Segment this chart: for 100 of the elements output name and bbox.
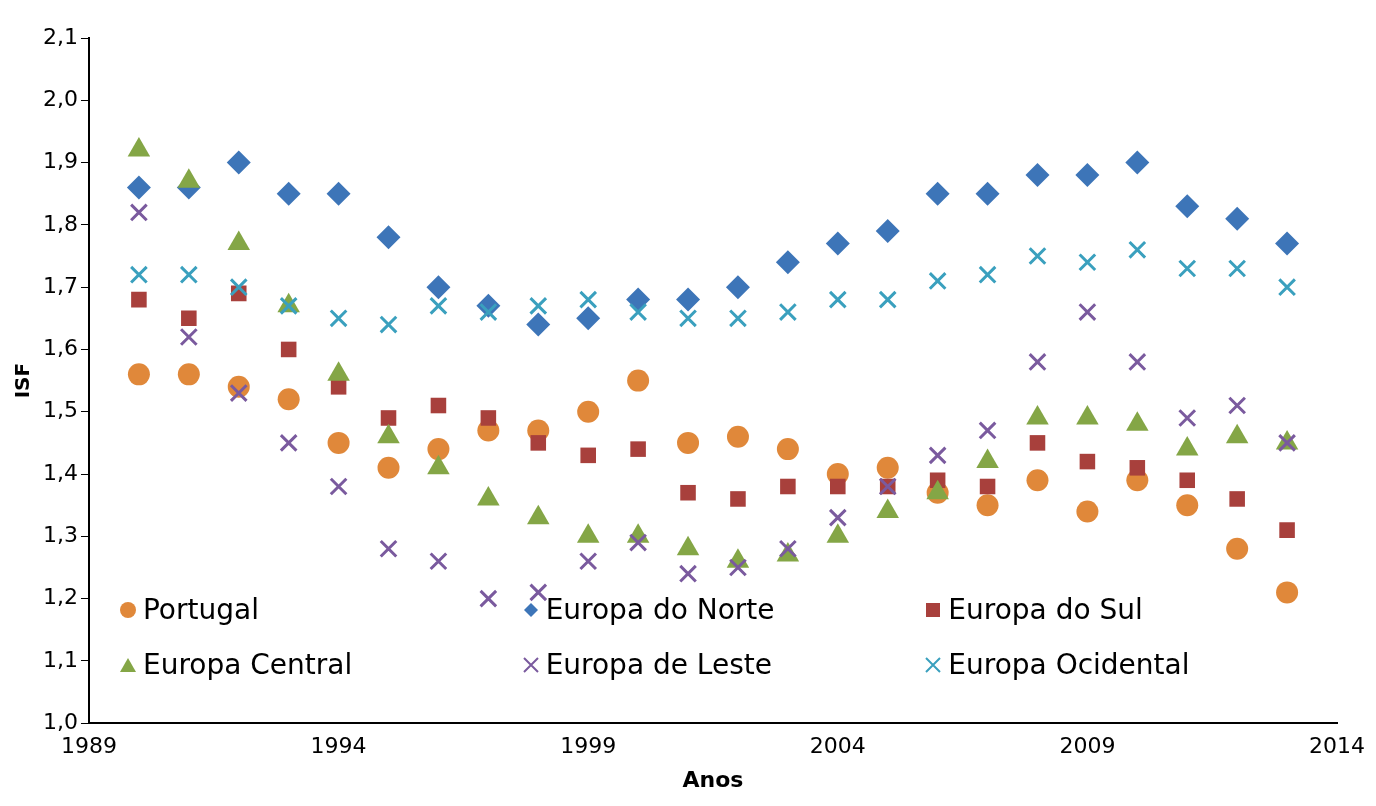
x-tick-label: 1989	[60, 733, 117, 759]
point	[875, 219, 900, 244]
point	[1028, 352, 1047, 372]
point	[728, 309, 748, 328]
point	[526, 312, 551, 337]
point	[380, 410, 397, 426]
point	[277, 388, 300, 411]
x-tick-label: 1994	[310, 733, 367, 759]
point	[179, 265, 199, 284]
x-tick-label: 1999	[560, 733, 617, 759]
point	[1225, 206, 1250, 231]
point	[1279, 522, 1295, 538]
point	[1079, 453, 1096, 470]
point	[1227, 396, 1247, 415]
point	[577, 400, 600, 423]
point	[1179, 472, 1196, 489]
point	[979, 478, 996, 495]
point	[1075, 163, 1100, 188]
y-tick-label: 1,9	[42, 148, 78, 174]
point	[226, 150, 251, 175]
point	[529, 296, 548, 316]
y-tick-label: 1,7	[42, 272, 78, 298]
point	[1026, 469, 1049, 492]
point	[1176, 494, 1199, 517]
point	[426, 275, 451, 300]
point	[326, 181, 351, 206]
point	[376, 225, 401, 250]
point	[1128, 240, 1147, 260]
point	[229, 277, 249, 297]
point	[1078, 302, 1097, 322]
legend-label: Europa do Sul	[948, 593, 1143, 627]
point	[578, 551, 598, 571]
point	[580, 447, 596, 464]
x-axis-title: Anos	[682, 766, 744, 792]
point	[1277, 277, 1297, 297]
point	[1175, 194, 1200, 219]
y-tick-label: 1,8	[42, 210, 78, 236]
point	[978, 265, 997, 284]
point	[1025, 163, 1050, 188]
point	[876, 456, 899, 479]
point	[1078, 252, 1097, 272]
point	[830, 478, 846, 495]
point	[329, 309, 348, 328]
point	[529, 583, 548, 602]
point	[676, 287, 701, 312]
point	[280, 341, 297, 358]
legend-label: Europa Central	[142, 648, 353, 682]
point	[726, 425, 749, 448]
point	[177, 363, 200, 386]
legend-label: Europa de Leste	[545, 648, 772, 682]
legend-label: Portugal	[142, 593, 259, 627]
point	[628, 302, 648, 322]
point	[129, 203, 149, 222]
point	[479, 589, 498, 608]
point	[678, 564, 698, 583]
point	[828, 290, 848, 309]
y-tick-label: 1,3	[42, 522, 78, 548]
point	[1226, 537, 1249, 560]
point	[975, 181, 1000, 206]
point	[780, 478, 796, 495]
point	[429, 551, 448, 571]
point	[775, 250, 800, 275]
point	[1125, 150, 1150, 175]
point	[1229, 491, 1245, 507]
point	[1177, 408, 1197, 428]
point	[181, 310, 197, 327]
point	[925, 181, 950, 206]
point	[329, 477, 348, 496]
point	[1128, 352, 1147, 372]
point	[430, 397, 447, 414]
point	[680, 484, 696, 501]
point	[928, 271, 947, 291]
y-tick-label: 1,1	[42, 646, 78, 672]
point	[677, 431, 700, 454]
point	[1177, 259, 1197, 278]
point	[1029, 435, 1046, 451]
point	[730, 491, 746, 507]
point	[728, 558, 748, 577]
point	[279, 433, 298, 453]
point	[377, 456, 400, 479]
y-tick-label: 2,0	[42, 86, 78, 112]
point	[229, 383, 249, 403]
point	[1227, 259, 1247, 278]
point	[776, 438, 799, 461]
point	[1276, 581, 1299, 604]
y-tick-label: 1,0	[42, 708, 78, 734]
y-tick-label: 1,2	[42, 584, 78, 610]
point	[828, 508, 848, 527]
x-tick-label: 2014	[1309, 733, 1366, 759]
point	[427, 438, 450, 461]
point	[630, 441, 646, 457]
point	[678, 309, 698, 328]
y-tick-label: 1,6	[42, 335, 78, 361]
point	[778, 302, 798, 322]
y-tick-label: 1,5	[42, 397, 78, 423]
point	[1275, 231, 1300, 256]
point	[179, 327, 199, 347]
point	[976, 494, 999, 517]
point	[628, 533, 648, 552]
y-axis-title: ISF	[10, 362, 35, 399]
